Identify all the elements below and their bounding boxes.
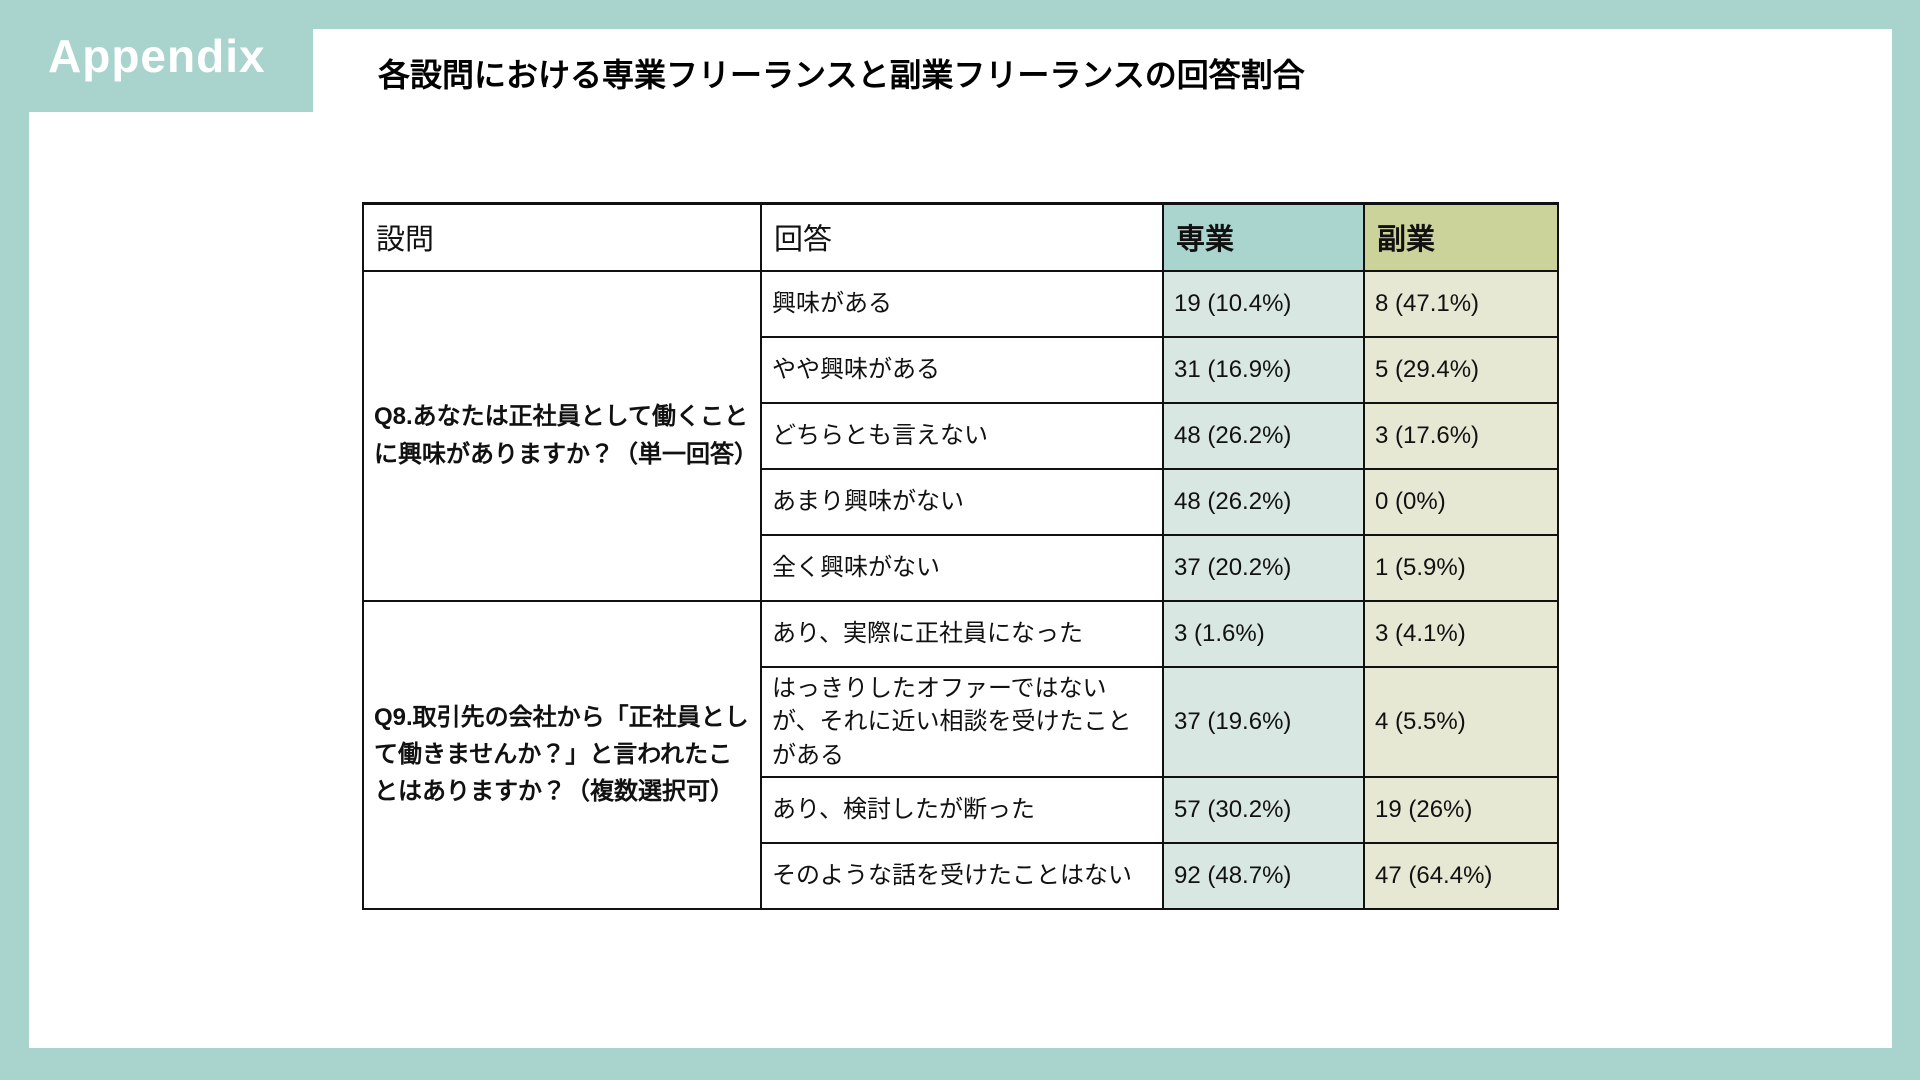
fulltime-value-cell: 48 (26.2%) — [1162, 467, 1365, 536]
question-column-header: 設問 — [362, 202, 762, 272]
table-row: どちらとも言えない 48 (26.2%) 3 (17.6%) — [363, 401, 1559, 470]
answer-cell: やや興味がある — [760, 335, 1164, 404]
fulltime-value-cell: 57 (30.2%) — [1162, 776, 1365, 845]
answer-cell: あり、実際に正社員になった — [760, 599, 1164, 668]
table-row: あり、検討したが断った 57 (30.2%) 19 (26%) — [363, 776, 1559, 845]
fulltime-value-cell: 48 (26.2%) — [1162, 401, 1365, 470]
table-row: Q9.取引先の会社から「正社員として働きませんか？」と言われたことはありますか？… — [362, 599, 1559, 911]
answer-cell: 全く興味がない — [760, 533, 1164, 602]
answer-cell: 興味がある — [760, 269, 1164, 338]
appendix-badge: Appendix — [0, 0, 313, 112]
table-row: 全く興味がない 37 (20.2%) 1 (5.9%) — [363, 533, 1559, 602]
table-row: Q8.あなたは正社員として働くことに興味がありますか？（単一回答） 興味がある 19… — [362, 269, 1559, 602]
answer-cell: そのような話を受けたことはない — [760, 842, 1164, 911]
sidejob-value-cell: 4 (5.5%) — [1363, 665, 1559, 779]
sidejob-value-cell: 1 (5.9%) — [1363, 533, 1559, 602]
fulltime-column-header: 専業 — [1162, 202, 1365, 272]
answer-cell: はっきりしたオファーではないが、それに近い相談を受けたことがある — [760, 665, 1164, 779]
fulltime-value-cell: 31 (16.9%) — [1162, 335, 1365, 404]
sidejob-value-cell: 47 (64.4%) — [1363, 842, 1559, 911]
sidejob-value-cell: 3 (4.1%) — [1363, 599, 1559, 668]
answer-cell: あまり興味がない — [760, 467, 1164, 536]
answer-cell: どちらとも言えない — [760, 401, 1164, 470]
table-row: そのような話を受けたことはない 92 (48.7%) 47 (64.4%) — [363, 842, 1559, 911]
question-cell: Q9.取引先の会社から「正社員として働きませんか？」と言われたことはありますか？… — [362, 599, 762, 911]
appendix-badge-label: Appendix — [48, 30, 266, 82]
fulltime-value-cell: 37 (20.2%) — [1162, 533, 1365, 602]
table-header-row: 設問 回答 専業 副業 — [362, 202, 1559, 272]
table-row: あまり興味がない 48 (26.2%) 0 (0%) — [363, 467, 1559, 536]
sidejob-value-cell: 19 (26%) — [1363, 776, 1559, 845]
sidejob-value-cell: 0 (0%) — [1363, 467, 1559, 536]
fulltime-value-cell: 37 (19.6%) — [1162, 665, 1365, 779]
table-row: はっきりしたオファーではないが、それに近い相談を受けたことがある 37 (19.6… — [363, 665, 1559, 779]
answer-cell: あり、検討したが断った — [760, 776, 1164, 845]
question-cell: Q8.あなたは正社員として働くことに興味がありますか？（単一回答） — [362, 269, 762, 602]
fulltime-value-cell: 3 (1.6%) — [1162, 599, 1365, 668]
survey-table-body: Q8.あなたは正社員として働くことに興味がありますか？（単一回答） 興味がある 19… — [362, 269, 1559, 911]
sidejob-value-cell: 5 (29.4%) — [1363, 335, 1559, 404]
table-row: やや興味がある 31 (16.9%) 5 (29.4%) — [363, 335, 1559, 404]
sidejob-value-cell: 3 (17.6%) — [1363, 401, 1559, 470]
page-title: 各設問における専業フリーランスと副業フリーランスの回答割合 — [378, 57, 1305, 93]
fulltime-value-cell: 19 (10.4%) — [1162, 269, 1365, 338]
sidejob-value-cell: 8 (47.1%) — [1363, 269, 1559, 338]
answer-column-header: 回答 — [760, 202, 1164, 272]
fulltime-value-cell: 92 (48.7%) — [1162, 842, 1365, 911]
sidejob-column-header: 副業 — [1363, 202, 1559, 272]
survey-table: 設問 回答 専業 副業 Q8.あなたは正社員として働くことに興味がありますか？（… — [362, 202, 1559, 911]
